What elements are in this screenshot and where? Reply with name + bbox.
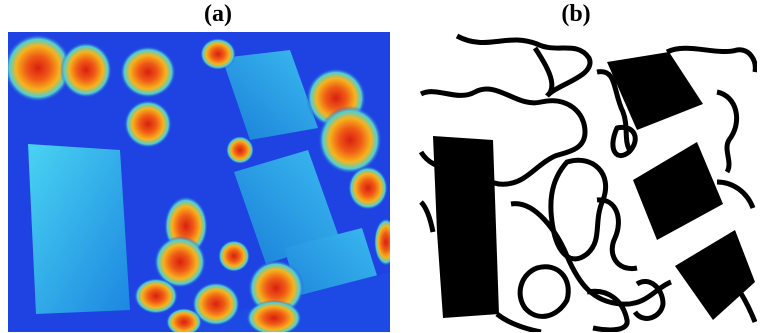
- building-center-right: [234, 150, 340, 264]
- building-left: [28, 144, 130, 314]
- panel-b-label: (b): [561, 1, 591, 27]
- mask-building-mid-right: [633, 142, 723, 240]
- tree-canopies: [8, 34, 390, 332]
- building-top-center: [222, 50, 318, 140]
- mask-building-top-right: [607, 52, 703, 130]
- height-map-svg: [8, 32, 390, 332]
- mask-contours: [418, 33, 757, 332]
- mask-building-bottom-right: [675, 230, 755, 320]
- height-map-image: [8, 32, 390, 332]
- mask-building-left: [433, 136, 499, 318]
- segmentation-mask-image: [417, 32, 757, 332]
- segmentation-mask-svg: [417, 32, 757, 332]
- panel-a-label: (a): [204, 1, 232, 27]
